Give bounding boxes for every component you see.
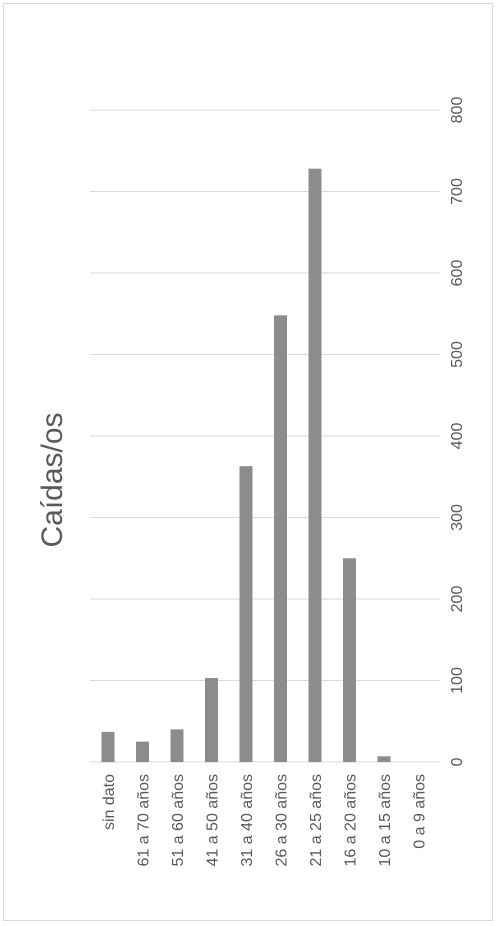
category-label: 21 a 25 años — [308, 774, 325, 867]
bar-7 — [343, 558, 356, 762]
tick-label: 700 — [449, 178, 466, 205]
bar-3 — [205, 678, 218, 762]
value-tick-labels: 0 100 200 300 400 500 600 700 800 — [449, 97, 466, 767]
category-label: 26 a 30 años — [274, 774, 291, 867]
bar-5 — [274, 315, 287, 762]
tick-label: 100 — [449, 667, 466, 694]
category-label: 31 a 40 años — [239, 774, 256, 867]
category-label: 10 a 15 años — [377, 774, 394, 867]
tick-label: 800 — [449, 97, 466, 124]
bar-8 — [377, 756, 391, 762]
bar-2 — [170, 729, 184, 762]
tick-label: 500 — [449, 341, 466, 368]
category-labels: sin dato 61 a 70 años 51 a 60 años 41 a 50 … — [101, 774, 429, 867]
category-label: 16 a 20 años — [343, 774, 360, 867]
gridlines — [90, 109, 440, 763]
chart-frame — [3, 3, 493, 921]
tick-label: 600 — [449, 260, 466, 287]
category-label: 41 a 50 años — [205, 774, 222, 867]
bars — [101, 168, 391, 762]
chart-title: Caídas/os — [36, 412, 69, 547]
tick-label: 200 — [449, 586, 466, 613]
category-label: sin dato — [101, 774, 118, 830]
category-label: 0 a 9 años — [412, 774, 429, 849]
tick-label: 0 — [449, 757, 466, 766]
bar-6 — [308, 168, 322, 762]
category-label: 61 a 70 años — [136, 774, 153, 867]
category-label: 51 a 60 años — [170, 774, 187, 867]
bar-1 — [136, 741, 149, 762]
bar-0 — [101, 731, 115, 762]
tick-label: 400 — [449, 423, 466, 450]
tick-label: 300 — [449, 504, 466, 531]
bar-4 — [239, 466, 253, 762]
